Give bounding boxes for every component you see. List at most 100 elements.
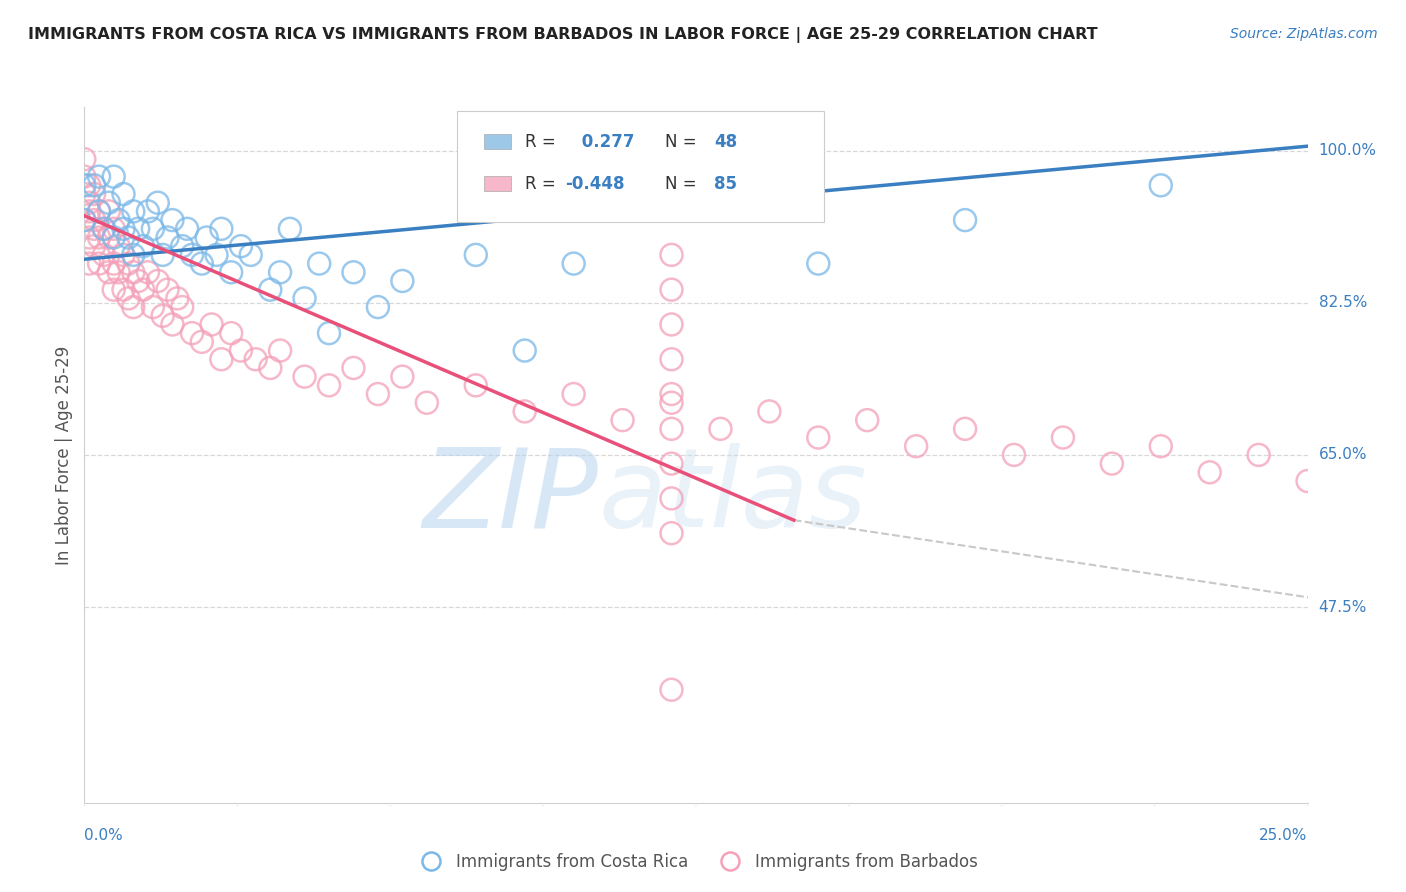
Point (661, 352, 683, 367)
FancyBboxPatch shape (457, 111, 824, 222)
Point (661, 396, 683, 410)
Point (513, 343, 536, 358)
Text: IMMIGRANTS FROM COSTA RICA VS IMMIGRANTS FROM BARBADOS IN LABOR FORCE | AGE 25-2: IMMIGRANTS FROM COSTA RICA VS IMMIGRANTS… (28, 27, 1098, 43)
Point (132, 283, 155, 297)
Point (122, 248, 145, 262)
Point (107, 265, 129, 279)
Point (661, 491, 683, 506)
FancyBboxPatch shape (484, 176, 512, 191)
Point (162, 213, 184, 227)
Point (117, 230, 139, 244)
Text: R =: R = (524, 133, 561, 151)
Point (318, 326, 340, 340)
Point (367, 387, 389, 401)
Point (87, 204, 110, 219)
Point (367, 300, 389, 314)
Point (661, 526, 683, 541)
Point (464, 378, 486, 392)
Point (103, 222, 125, 236)
Point (209, 352, 232, 367)
Point (342, 265, 364, 279)
Point (661, 422, 683, 436)
Point (152, 248, 174, 262)
Point (1101, 457, 1123, 471)
Point (77, 230, 100, 244)
Point (112, 222, 135, 236)
Point (245, 352, 267, 367)
Point (77, 195, 100, 210)
Point (112, 248, 135, 262)
Point (87, 230, 110, 244)
Point (758, 404, 780, 418)
Point (562, 257, 585, 271)
Point (172, 239, 194, 253)
Point (661, 318, 683, 332)
Point (1296, 474, 1319, 488)
Point (73, 178, 96, 193)
Point (132, 239, 155, 253)
Point (127, 274, 149, 288)
Point (1198, 466, 1220, 480)
Point (1052, 430, 1074, 444)
Point (229, 343, 252, 358)
Point (87, 169, 110, 184)
Point (87, 204, 110, 219)
Text: 82.5%: 82.5% (1319, 295, 1367, 310)
Text: Source: ZipAtlas.com: Source: ZipAtlas.com (1230, 27, 1378, 41)
Point (181, 326, 204, 340)
Point (308, 257, 330, 271)
Point (191, 334, 214, 349)
Point (905, 439, 928, 453)
Point (172, 300, 194, 314)
Legend: Immigrants from Costa Rica, Immigrants from Barbados: Immigrants from Costa Rica, Immigrants f… (408, 847, 984, 878)
Point (807, 430, 830, 444)
Point (112, 187, 135, 202)
Point (93, 248, 115, 262)
Point (83, 222, 105, 236)
Point (107, 213, 129, 227)
Point (807, 257, 830, 271)
Point (156, 283, 179, 297)
Point (77, 178, 100, 193)
Point (661, 457, 683, 471)
Point (136, 204, 159, 219)
Text: 25.0%: 25.0% (1260, 828, 1308, 843)
Point (416, 396, 439, 410)
Point (117, 291, 139, 305)
Point (176, 222, 198, 236)
Point (83, 213, 105, 227)
Point (93, 222, 115, 236)
Text: 100.0%: 100.0% (1319, 143, 1376, 158)
Point (259, 283, 281, 297)
Text: N =: N = (665, 133, 702, 151)
Point (77, 204, 100, 219)
Point (294, 369, 316, 384)
Point (122, 265, 145, 279)
Text: R =: R = (524, 175, 561, 193)
Point (152, 309, 174, 323)
Point (1150, 439, 1173, 453)
Text: 47.5%: 47.5% (1319, 599, 1367, 615)
Text: ZIP: ZIP (422, 443, 598, 550)
Point (953, 213, 976, 227)
Point (83, 187, 105, 202)
Point (146, 195, 169, 210)
Point (146, 274, 169, 288)
Point (856, 413, 879, 427)
Point (93, 222, 115, 236)
Point (209, 222, 232, 236)
Point (200, 318, 222, 332)
Point (513, 404, 536, 418)
Point (953, 422, 976, 436)
Point (1247, 448, 1270, 462)
Text: atlas: atlas (598, 443, 866, 550)
Y-axis label: In Labor Force | Age 25-29: In Labor Force | Age 25-29 (55, 345, 73, 565)
Text: 48: 48 (714, 133, 737, 151)
Point (117, 257, 139, 271)
Point (661, 283, 683, 297)
Text: 85: 85 (714, 175, 737, 193)
Text: 0.0%: 0.0% (84, 828, 124, 843)
Point (127, 222, 149, 236)
Point (112, 283, 135, 297)
Point (107, 239, 129, 253)
